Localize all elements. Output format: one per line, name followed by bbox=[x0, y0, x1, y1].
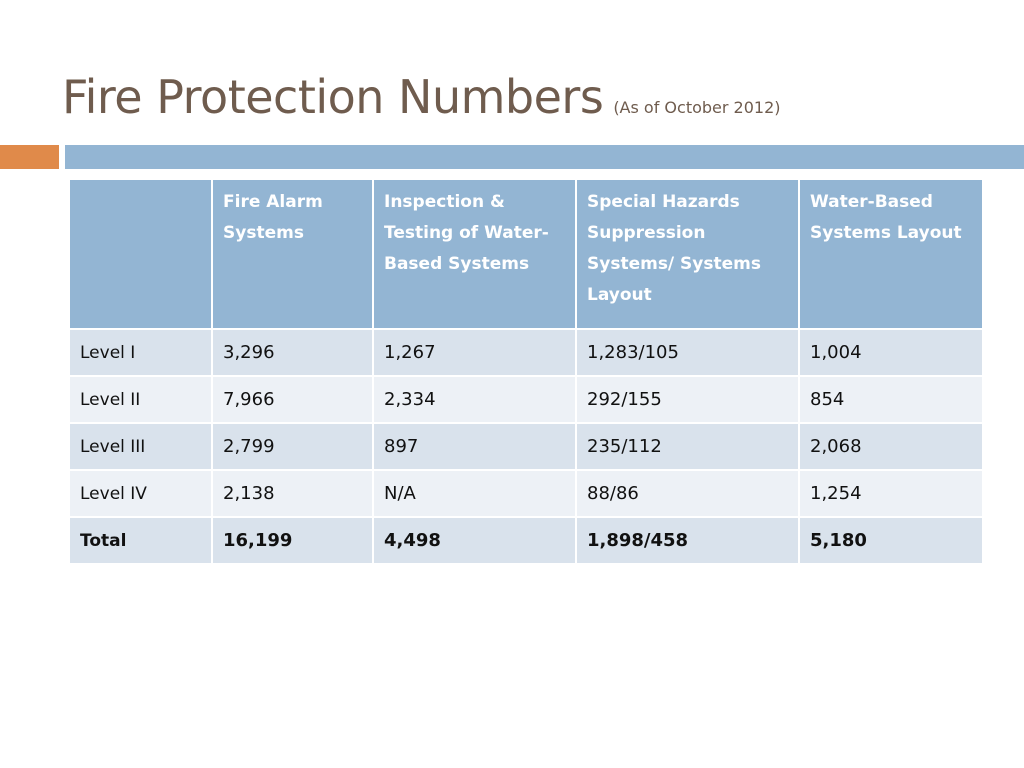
table-total-row: Total 16,199 4,498 1,898/458 5,180 bbox=[68, 516, 984, 565]
header-divider-bar bbox=[65, 145, 1024, 169]
table-cell: 1,004 bbox=[798, 328, 984, 377]
row-label: Level I bbox=[68, 328, 213, 377]
fire-protection-table: Fire Alarm Systems Inspection & Testing … bbox=[68, 178, 984, 565]
table-cell: 1,898/458 bbox=[575, 516, 800, 565]
row-label: Total bbox=[68, 516, 213, 565]
table-cell: 1,267 bbox=[372, 328, 577, 377]
table-cell: 2,138 bbox=[211, 469, 374, 518]
table-header-cell: Water-Based Systems Layout bbox=[798, 178, 984, 330]
slide-title: Fire Protection Numbers (As of October 20… bbox=[62, 66, 781, 139]
page-subtitle: (As of October 2012) bbox=[613, 98, 781, 117]
table-cell: 16,199 bbox=[211, 516, 374, 565]
table-row: Level III 2,799 897 235/112 2,068 bbox=[68, 422, 984, 471]
table-header-row: Fire Alarm Systems Inspection & Testing … bbox=[68, 178, 984, 330]
table-header-cell: Inspection & Testing of Water-Based Syst… bbox=[372, 178, 577, 330]
table-cell: 854 bbox=[798, 375, 984, 424]
table-header-cell: Fire Alarm Systems bbox=[211, 178, 374, 330]
table-header-cell bbox=[68, 178, 213, 330]
table-cell: 88/86 bbox=[575, 469, 800, 518]
table-cell: 3,296 bbox=[211, 328, 374, 377]
row-label: Level III bbox=[68, 422, 213, 471]
table-cell: 4,498 bbox=[372, 516, 577, 565]
table-cell: 1,283/105 bbox=[575, 328, 800, 377]
row-label: Level IV bbox=[68, 469, 213, 518]
table-cell: 2,068 bbox=[798, 422, 984, 471]
table-row: Level I 3,296 1,267 1,283/105 1,004 bbox=[68, 328, 984, 377]
table-cell: 292/155 bbox=[575, 375, 800, 424]
table-cell: 5,180 bbox=[798, 516, 984, 565]
page-title: Fire Protection Numbers bbox=[62, 70, 604, 124]
row-label: Level II bbox=[68, 375, 213, 424]
accent-bar bbox=[0, 145, 59, 169]
table-cell: N/A bbox=[372, 469, 577, 518]
table-row: Level IV 2,138 N/A 88/86 1,254 bbox=[68, 469, 984, 518]
table-cell: 897 bbox=[372, 422, 577, 471]
table-cell: 1,254 bbox=[798, 469, 984, 518]
table-row: Level II 7,966 2,334 292/155 854 bbox=[68, 375, 984, 424]
table-cell: 2,799 bbox=[211, 422, 374, 471]
table-cell: 7,966 bbox=[211, 375, 374, 424]
table-cell: 235/112 bbox=[575, 422, 800, 471]
table-cell: 2,334 bbox=[372, 375, 577, 424]
table-header-cell: Special Hazards Suppression Systems/ Sys… bbox=[575, 178, 800, 330]
